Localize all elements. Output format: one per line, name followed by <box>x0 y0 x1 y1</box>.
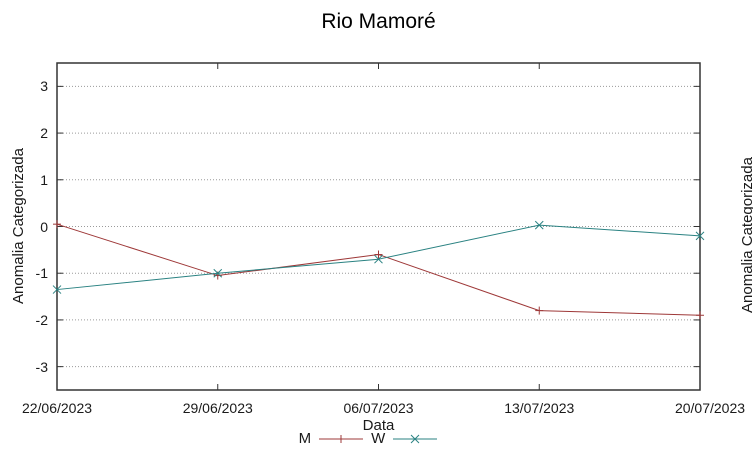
series-marker-W <box>374 254 383 264</box>
y-tick-label: -3 <box>35 358 48 375</box>
x-axis-label: Data <box>362 417 395 434</box>
series-line-M <box>56 223 701 316</box>
legend-label: W <box>371 430 386 447</box>
legend-entry-W: W <box>371 430 438 447</box>
series-marker-W <box>213 268 223 278</box>
x-tick-label: 20/07/2023 <box>674 400 746 416</box>
y-tick-label: 1 <box>40 171 48 188</box>
x-tick-label: 29/06/2023 <box>182 400 253 416</box>
y-tick-label: 3 <box>40 78 48 95</box>
y-tick-label: -1 <box>35 265 48 282</box>
y-tick-label: -2 <box>35 311 48 328</box>
y-tick-label: 2 <box>40 125 48 142</box>
y-tick-label: 0 <box>40 218 48 235</box>
legend-entry-M: M <box>299 430 365 447</box>
legend-sample-cross-icon <box>393 434 438 443</box>
next-panel-y-axis-label: Anomalia Categorizada <box>739 157 753 313</box>
x-tick-label: 06/07/2023 <box>343 400 414 416</box>
series-marker-W <box>52 285 62 294</box>
x-tick-label: 13/07/2023 <box>504 400 575 416</box>
legend-label: M <box>298 430 312 447</box>
series-marker-W <box>695 231 705 241</box>
legend-sample-plus-icon <box>319 434 364 443</box>
x-tick-label: 22/06/2023 <box>21 400 93 416</box>
series-marker-W <box>534 220 544 230</box>
chart-title: Rio Mamoré <box>321 10 436 33</box>
